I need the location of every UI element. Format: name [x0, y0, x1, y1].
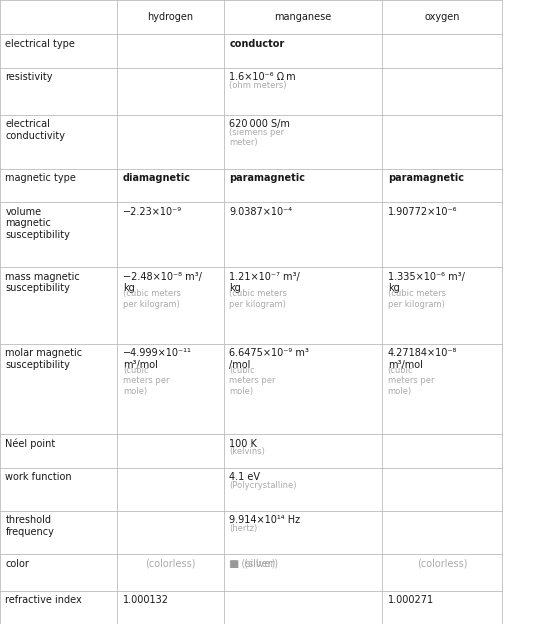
Text: 6.6475×10⁻⁹ m³
/mol: 6.6475×10⁻⁹ m³ /mol — [229, 348, 309, 370]
Text: −2.23×10⁻⁹: −2.23×10⁻⁹ — [123, 207, 182, 217]
Text: (cubic meters
per kilogram): (cubic meters per kilogram) — [388, 289, 446, 308]
Text: (silver): (silver) — [241, 559, 278, 569]
Text: resistivity: resistivity — [5, 72, 53, 82]
Text: 4.27184×10⁻⁸
m³/mol: 4.27184×10⁻⁸ m³/mol — [388, 348, 457, 370]
Text: (cubic meters
per kilogram): (cubic meters per kilogram) — [123, 289, 181, 308]
Text: oxygen: oxygen — [424, 12, 460, 22]
Text: (cubic meters
per kilogram): (cubic meters per kilogram) — [229, 289, 287, 308]
Text: 1.21×10⁻⁷ m³/
kg: 1.21×10⁻⁷ m³/ kg — [229, 271, 300, 293]
Text: electrical
conductivity: electrical conductivity — [5, 119, 66, 140]
Text: −2.48×10⁻⁸ m³/
kg: −2.48×10⁻⁸ m³/ kg — [123, 271, 201, 293]
Text: (colorless): (colorless) — [417, 559, 467, 569]
Text: refractive index: refractive index — [5, 595, 82, 605]
Text: paramagnetic: paramagnetic — [388, 173, 464, 183]
Text: ■: ■ — [229, 559, 239, 569]
Text: paramagnetic: paramagnetic — [229, 173, 305, 183]
Text: 9.0387×10⁻⁴: 9.0387×10⁻⁴ — [229, 207, 293, 217]
Text: 1.000132: 1.000132 — [123, 595, 169, 605]
Text: Néel point: Néel point — [5, 439, 56, 449]
Text: (colorless): (colorless) — [145, 559, 196, 569]
Text: 1.335×10⁻⁶ m³/
kg: 1.335×10⁻⁶ m³/ kg — [388, 271, 465, 293]
Text: (kelvins): (kelvins) — [229, 447, 265, 457]
Text: volume
magnetic
susceptibility: volume magnetic susceptibility — [5, 207, 70, 240]
Text: mass magnetic
susceptibility: mass magnetic susceptibility — [5, 271, 80, 293]
Text: 1.6×10⁻⁶ Ω m: 1.6×10⁻⁶ Ω m — [229, 72, 296, 82]
Text: 1.000271: 1.000271 — [388, 595, 434, 605]
Text: (ohm meters): (ohm meters) — [229, 81, 287, 90]
Text: 9.914×10¹⁴ Hz: 9.914×10¹⁴ Hz — [229, 515, 300, 525]
Text: work function: work function — [5, 472, 72, 482]
Text: molar magnetic
susceptibility: molar magnetic susceptibility — [5, 348, 82, 370]
Text: threshold
frequency: threshold frequency — [5, 515, 55, 537]
Text: ■ (silver): ■ (silver) — [229, 559, 276, 569]
Text: diamagnetic: diamagnetic — [123, 173, 191, 183]
Text: (cubic
meters per
mole): (cubic meters per mole) — [229, 366, 276, 396]
Text: 100 K: 100 K — [229, 439, 257, 449]
Text: manganese: manganese — [275, 12, 331, 22]
Text: (Polycrystalline): (Polycrystalline) — [229, 481, 297, 490]
Text: (hertz): (hertz) — [229, 524, 258, 534]
Text: conductor: conductor — [229, 39, 284, 49]
Text: (cubic
meters per
mole): (cubic meters per mole) — [388, 366, 434, 396]
Text: 4.1 eV: 4.1 eV — [229, 472, 260, 482]
Text: 1.90772×10⁻⁶: 1.90772×10⁻⁶ — [388, 207, 457, 217]
Text: (cubic
meters per
mole): (cubic meters per mole) — [123, 366, 169, 396]
Text: hydrogen: hydrogen — [147, 12, 194, 22]
Text: 620 000 S/m: 620 000 S/m — [229, 119, 290, 129]
Text: (siemens per
meter): (siemens per meter) — [229, 128, 284, 147]
Text: −4.999×10⁻¹¹
m³/mol: −4.999×10⁻¹¹ m³/mol — [123, 348, 192, 370]
Text: magnetic type: magnetic type — [5, 173, 76, 183]
Text: color: color — [5, 559, 29, 569]
Text: electrical type: electrical type — [5, 39, 75, 49]
